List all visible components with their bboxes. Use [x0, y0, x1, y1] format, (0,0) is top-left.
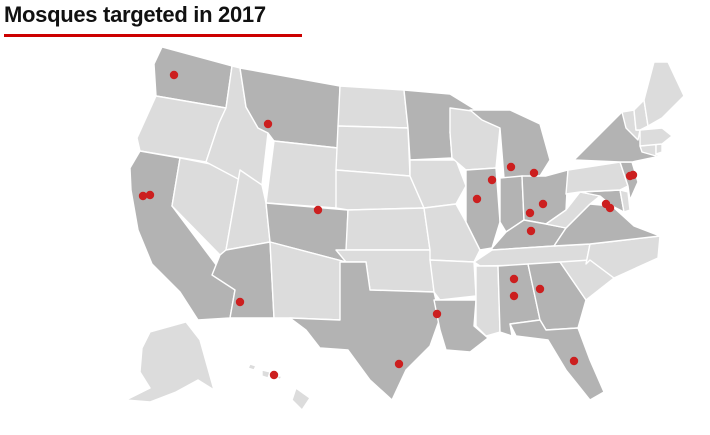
state-wy	[265, 140, 339, 209]
attack-marker-az-1	[235, 297, 245, 307]
attack-marker-hi-1	[269, 370, 279, 380]
state-ms	[475, 265, 501, 337]
attack-marker-la-1	[432, 309, 442, 319]
attack-marker-il-1	[472, 194, 482, 204]
state-ri	[655, 143, 663, 155]
state-ar	[429, 259, 477, 301]
state-hi	[247, 363, 311, 411]
state-nd	[337, 85, 409, 129]
attack-marker-tx-1	[394, 359, 404, 369]
attack-marker-al-1	[509, 274, 519, 284]
markers-layer	[138, 70, 638, 380]
attack-marker-ga-1	[535, 284, 545, 294]
attack-marker-ca-1	[138, 191, 148, 201]
state-me	[643, 61, 685, 127]
map-title: Mosques targeted in 2017	[4, 2, 266, 27]
attack-marker-ca-2	[145, 190, 155, 200]
attack-marker-md-2	[605, 203, 615, 213]
state-ks	[345, 207, 431, 251]
attack-marker-co-1	[313, 205, 323, 215]
state-ak	[125, 321, 215, 403]
attack-marker-oh-1	[538, 199, 548, 209]
title-underline	[4, 34, 302, 37]
attack-marker-mi-1	[529, 168, 539, 178]
attack-marker-nj-2	[628, 170, 638, 180]
state-de	[619, 189, 631, 213]
attack-marker-il-2	[506, 162, 516, 172]
state-fl	[509, 319, 605, 401]
attack-marker-fl-1	[569, 356, 579, 366]
attack-marker-mt-1	[263, 119, 273, 129]
attack-marker-oh-2	[526, 226, 536, 236]
attack-marker-wa-1	[169, 70, 179, 80]
states-layer	[125, 46, 685, 411]
state-mo	[423, 203, 481, 263]
attack-marker-in-1	[525, 208, 535, 218]
state-ma	[639, 127, 673, 147]
state-il	[465, 167, 501, 251]
state-sd	[335, 125, 411, 177]
attack-marker-al-2	[509, 291, 519, 301]
attack-marker-mn-1	[487, 175, 497, 185]
state-pa	[565, 161, 629, 195]
